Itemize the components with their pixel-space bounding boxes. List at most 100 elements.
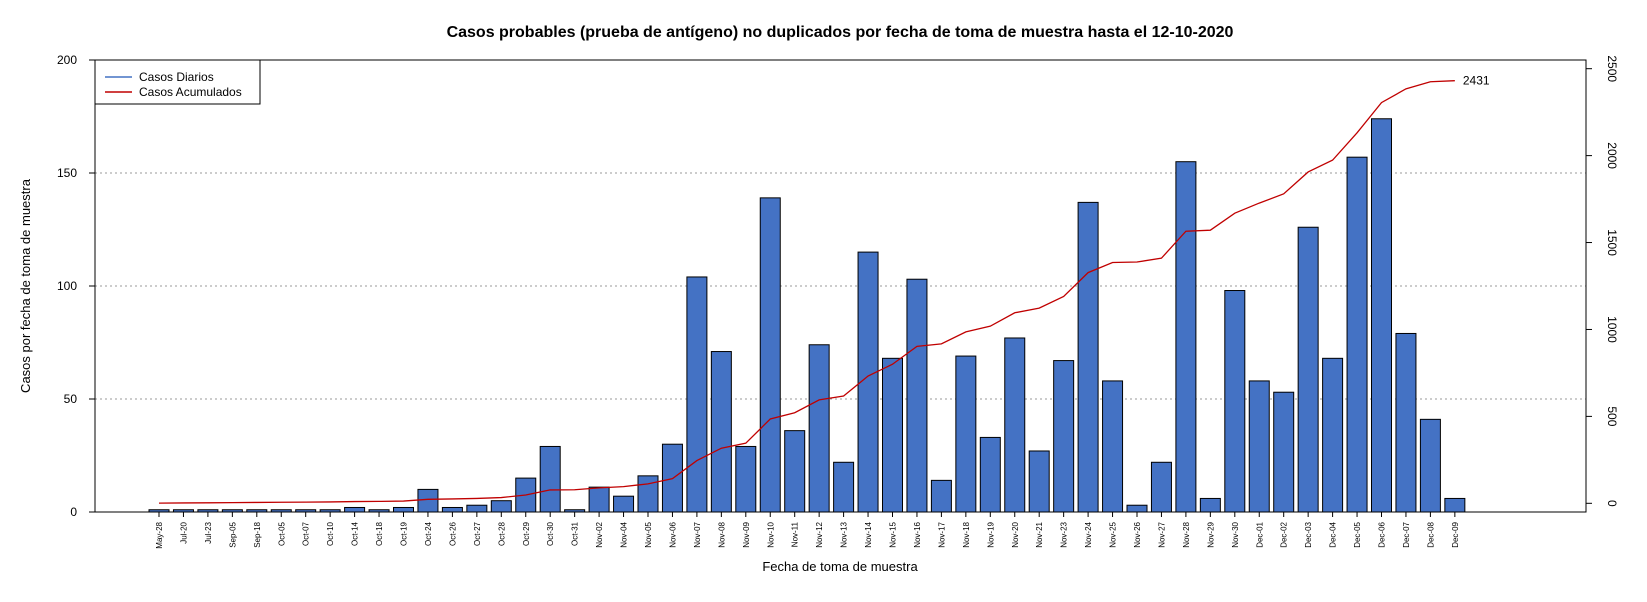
x-tick-label: Nov-08: [717, 521, 726, 547]
bar: [882, 357, 903, 513]
bar: [1150, 461, 1172, 513]
x-tick-label: Dec-02: [1280, 521, 1289, 547]
x-tick-label: Jul-23: [204, 521, 213, 543]
y2-tick-label: 2000: [1605, 142, 1619, 169]
bar: [686, 276, 708, 513]
x-tick-label: Oct-24: [424, 521, 433, 546]
bar: [588, 486, 610, 513]
x-tick-label: Nov-14: [864, 521, 873, 547]
x-tick-label: Dec-06: [1378, 521, 1387, 547]
bar: [1297, 226, 1319, 513]
bar: [955, 355, 977, 513]
cumulative-end-label: 2431: [1463, 74, 1490, 88]
bar: [1346, 156, 1368, 513]
y2-tick-label: 500: [1605, 406, 1619, 426]
bar: [808, 344, 830, 513]
y-tick-label: 150: [57, 166, 77, 180]
bar: [1053, 360, 1075, 513]
x-tick-label: Nov-19: [986, 521, 995, 547]
x-tick-label: Oct-19: [400, 521, 409, 546]
x-tick-label: Oct-14: [351, 521, 360, 546]
x-tick-label: Nov-27: [1157, 521, 1166, 547]
bar: [1224, 290, 1246, 513]
x-tick-label: Nov-26: [1133, 521, 1142, 547]
bar: [1444, 497, 1466, 513]
bar: [906, 278, 928, 513]
bar: [833, 461, 855, 513]
x-tick-label: Nov-05: [644, 521, 653, 547]
x-tick-label: Dec-03: [1304, 521, 1313, 547]
grid-lines: [95, 172, 1586, 400]
x-tick-label: Nov-24: [1084, 521, 1093, 547]
x-tick-label: Dec-04: [1329, 521, 1338, 547]
x-tick-label: Sep-05: [228, 521, 237, 547]
x-tick-label: Oct-29: [522, 521, 531, 546]
bar: [613, 495, 635, 513]
x-tick-label: Nov-04: [620, 521, 629, 547]
y2-tick-label: 1500: [1605, 229, 1619, 256]
bar: [1077, 201, 1099, 513]
bar: [417, 488, 439, 513]
x-tick-label: Dec-07: [1402, 521, 1411, 547]
bar: [1322, 357, 1344, 513]
x-tick-label: Nov-07: [693, 521, 702, 547]
x-tick-label: Nov-29: [1206, 521, 1215, 547]
x-tick-label: Oct-10: [326, 521, 335, 546]
bar: [979, 436, 1001, 513]
right-y-axis: 0 500 1000 1500 2000 2500: [1586, 55, 1619, 507]
x-tick-label: Nov-02: [595, 521, 604, 547]
legend-label-casos-diarios: Casos Diarios: [139, 70, 214, 84]
bar: [393, 506, 414, 513]
x-tick-label: Sep-18: [253, 521, 262, 547]
x-tick-label: Nov-17: [937, 521, 946, 547]
chart-title: Casos probables (prueba de antígeno) no …: [447, 24, 1234, 41]
x-tick-label: Oct-07: [302, 521, 311, 546]
bar: [1126, 504, 1148, 513]
bar: [1175, 161, 1197, 513]
x-tick-label: Nov-09: [742, 521, 751, 547]
legend-box: [94, 59, 261, 105]
x-tick-label: Jul-20: [179, 521, 188, 543]
bar: [1199, 497, 1221, 513]
x-tick-label: Oct-27: [473, 521, 482, 546]
bar: [1395, 332, 1417, 513]
bar: [539, 445, 561, 513]
bar: [930, 479, 952, 513]
left-y-axis: 0 50 100 150 200: [57, 53, 95, 519]
x-tick-label: Dec-05: [1353, 521, 1362, 547]
y-tick-label: 100: [57, 279, 77, 293]
bar: [637, 475, 659, 513]
x-tick-label: Nov-23: [1060, 521, 1069, 547]
x-axis-label: Fecha de toma de muestra: [762, 559, 918, 574]
x-tick-label: Dec-01: [1255, 521, 1264, 547]
bar: [1004, 337, 1026, 513]
x-tick-label: Nov-11: [791, 521, 800, 547]
y2-tick-label: 2500: [1605, 55, 1619, 82]
x-tick-label: Nov-28: [1182, 521, 1191, 547]
bar: [1419, 418, 1441, 513]
y2-tick-label: 0: [1605, 500, 1619, 507]
x-tick-label: Oct-28: [497, 521, 506, 546]
y-tick-label: 50: [64, 392, 78, 406]
legend-label-casos-acumulados: Casos Acumulados: [139, 85, 242, 99]
x-axis: May-28 Jul-20 Jul-23 Sep-05 Sep-18 Oct-05 Oct-…: [155, 512, 1460, 549]
x-tick-label: Nov-06: [668, 521, 677, 547]
x-tick-label: Nov-18: [962, 521, 971, 547]
x-tick-label: Oct-31: [571, 521, 580, 546]
y2-tick-label: 1000: [1605, 316, 1619, 343]
x-tick-label: May-28: [155, 521, 164, 548]
x-tick-label: Oct-18: [375, 521, 384, 546]
bar: [490, 500, 512, 513]
bar: [784, 430, 806, 513]
bar: [1273, 391, 1295, 513]
legend: Casos Diarios Casos Acumulados: [94, 59, 261, 105]
x-tick-label: Nov-21: [1035, 521, 1044, 547]
bar: [710, 351, 732, 513]
cumulative-line-group: [158, 80, 1455, 504]
x-tick-label: Oct-05: [277, 521, 286, 546]
x-tick-label: Nov-12: [815, 521, 824, 547]
x-tick-label: Nov-25: [1109, 521, 1118, 547]
bar: [1248, 380, 1270, 513]
